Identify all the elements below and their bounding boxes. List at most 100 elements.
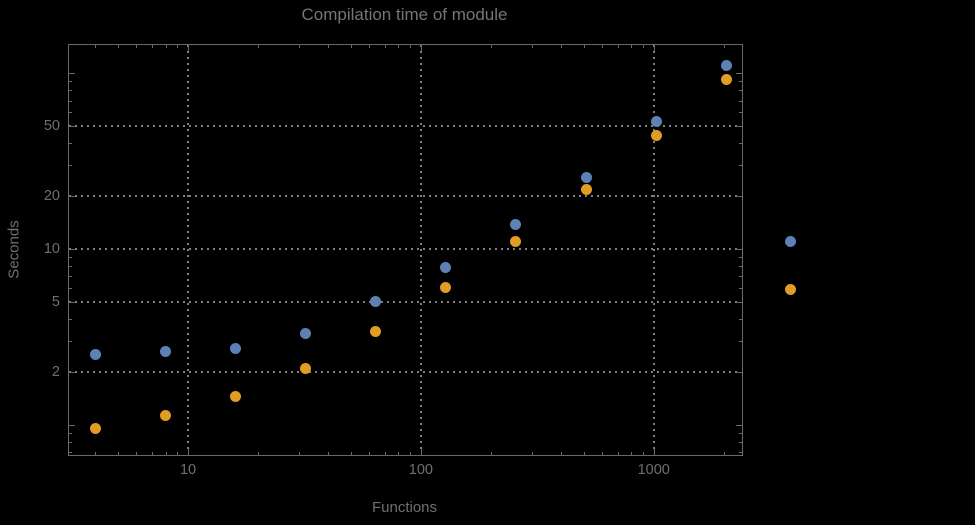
x-minor-tick	[136, 452, 138, 455]
gridline-y-5	[69, 300, 740, 303]
y-minor-tick	[739, 340, 742, 342]
data-point-series1	[370, 296, 382, 308]
data-point-series1	[230, 343, 242, 355]
y-minor-tick	[69, 266, 72, 267]
x-minor-tick	[643, 45, 645, 48]
data-point-series2	[160, 409, 171, 421]
x-minor-tick	[617, 45, 619, 48]
plot-frame	[68, 44, 743, 456]
y-major-tick	[69, 424, 75, 426]
x-minor-tick	[258, 45, 260, 48]
x-minor-tick	[152, 452, 153, 455]
y-major-tick	[69, 126, 75, 128]
data-point-series1	[89, 349, 101, 361]
x-minor-tick	[177, 452, 179, 455]
y-tick-label-2: 2	[51, 363, 60, 380]
y-minor-tick	[739, 441, 742, 443]
x-axis-label: Functions	[371, 499, 438, 516]
y-minor-tick	[69, 143, 72, 145]
y-minor-tick	[739, 432, 742, 434]
x-minor-tick	[165, 452, 167, 455]
y-major-tick	[736, 73, 742, 75]
x-minor-tick	[643, 452, 645, 455]
y-tick-label-10: 10	[43, 240, 60, 257]
x-minor-tick	[602, 45, 604, 48]
y-major-tick	[736, 371, 742, 373]
y-minor-tick	[739, 266, 742, 267]
x-minor-tick	[410, 452, 412, 455]
y-minor-tick	[69, 276, 72, 278]
data-point-series1	[440, 262, 452, 274]
x-minor-tick	[136, 45, 138, 48]
x-minor-tick	[602, 452, 604, 455]
data-point-series2	[720, 74, 732, 86]
y-tick-label-50: 50	[43, 118, 60, 135]
y-minor-tick	[739, 318, 742, 320]
y-minor-tick	[739, 100, 742, 102]
x-minor-tick	[384, 452, 386, 455]
x-major-tick	[188, 449, 190, 455]
data-point-series1	[650, 116, 662, 128]
y-minor-tick	[739, 143, 742, 145]
x-minor-tick	[532, 452, 533, 455]
x-minor-tick	[95, 45, 97, 48]
x-minor-tick	[328, 45, 330, 48]
x-minor-tick	[490, 452, 492, 455]
x-major-tick	[653, 449, 655, 455]
y-minor-tick	[739, 165, 742, 167]
x-minor-tick	[299, 452, 301, 455]
y-minor-tick	[69, 318, 72, 320]
x-minor-tick	[532, 45, 533, 48]
x-minor-tick	[723, 452, 725, 455]
x-minor-tick	[165, 45, 167, 48]
x-major-tick	[420, 449, 422, 455]
x-major-tick	[188, 45, 190, 51]
x-major-tick	[653, 45, 655, 51]
gridline-y-10	[69, 247, 740, 250]
x-minor-tick	[258, 452, 260, 455]
gridline-y-20	[69, 195, 740, 198]
y-minor-tick	[69, 257, 72, 259]
y-major-tick	[69, 73, 75, 75]
y-tick-label-20: 20	[43, 188, 60, 205]
y-major-tick	[69, 196, 75, 198]
y-minor-tick	[69, 112, 72, 114]
x-tick-label-10: 10	[179, 462, 197, 478]
x-minor-tick	[631, 452, 633, 455]
x-minor-tick	[490, 45, 492, 48]
x-minor-tick	[299, 45, 301, 48]
y-minor-tick	[69, 451, 72, 453]
y-minor-tick	[69, 165, 72, 167]
x-minor-tick	[95, 452, 97, 455]
y-major-tick	[69, 248, 75, 250]
x-minor-tick	[410, 45, 412, 48]
y-minor-tick	[69, 432, 72, 434]
x-tick-label-100: 100	[408, 462, 433, 478]
x-tick-label-1000: 1000	[637, 462, 670, 478]
data-point-series2	[650, 129, 662, 141]
y-tick-label-5: 5	[51, 293, 60, 310]
x-minor-tick	[328, 452, 330, 455]
x-major-tick	[420, 45, 422, 51]
x-minor-tick	[350, 45, 352, 48]
data-point-series1	[510, 219, 522, 231]
y-minor-tick	[69, 441, 72, 443]
y-minor-tick	[739, 451, 742, 453]
data-point-series2	[89, 422, 101, 434]
data-point-series2	[300, 362, 312, 374]
x-minor-tick	[617, 452, 619, 455]
y-major-tick	[736, 424, 742, 426]
data-point-series2	[440, 282, 452, 294]
data-point-series1	[720, 59, 732, 71]
data-point-series2	[230, 390, 242, 402]
y-minor-tick	[69, 90, 72, 92]
y-minor-tick	[739, 276, 742, 278]
y-minor-tick	[739, 287, 742, 289]
y-minor-tick	[739, 112, 742, 114]
y-major-tick	[736, 248, 742, 250]
y-minor-tick	[69, 100, 72, 102]
y-major-tick	[736, 196, 742, 198]
x-minor-tick	[398, 452, 400, 455]
y-major-tick	[736, 126, 742, 128]
x-minor-tick	[723, 45, 725, 48]
